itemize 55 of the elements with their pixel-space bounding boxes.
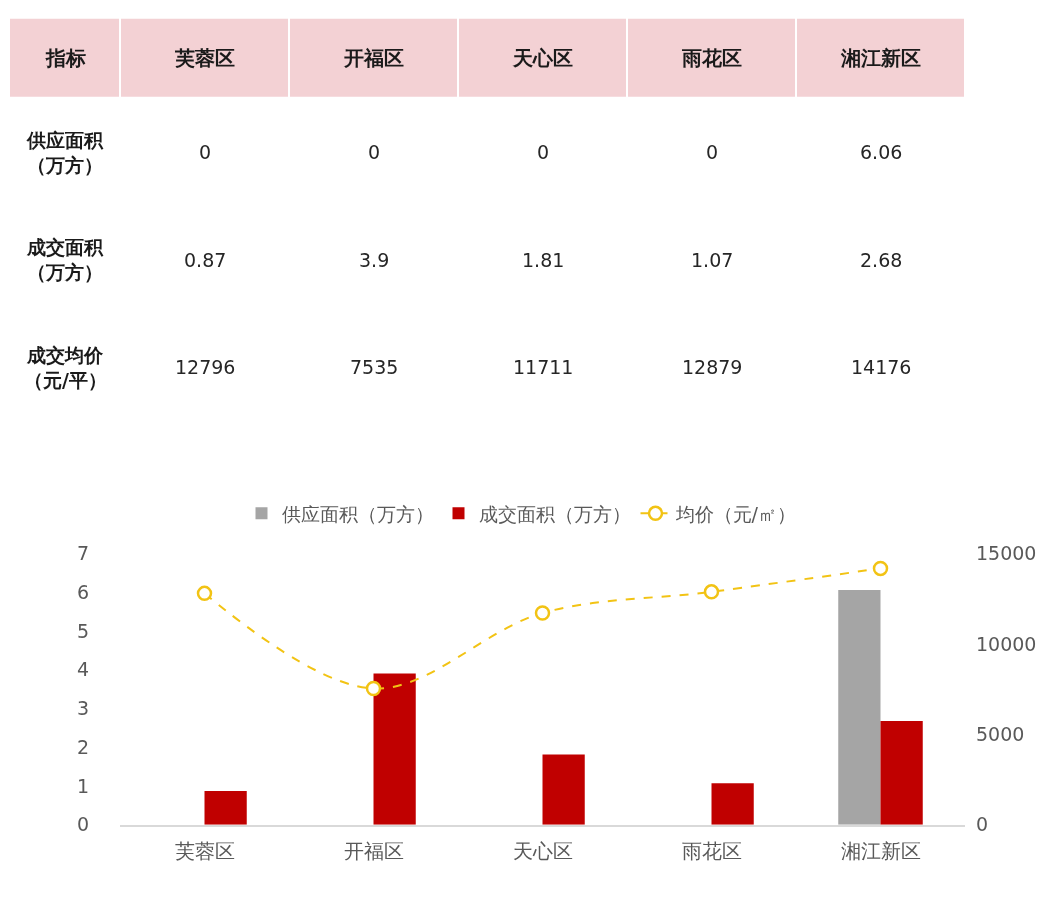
data-label: 12796 [175, 356, 236, 378]
x-tick-label: 开福区 [343, 839, 404, 864]
data-label: 0 [368, 141, 381, 163]
data-label: 2.68 [860, 249, 903, 271]
category-label: 湘江新区 [841, 46, 921, 70]
category-label: 雨花区 [682, 46, 742, 70]
point [703, 584, 720, 600]
data-label: 1.81 [522, 249, 565, 271]
legend-label: 成交面积（万方） [478, 502, 631, 525]
data-label: 3.9 [359, 249, 390, 271]
text: 指标 [45, 46, 86, 70]
y2-tick-label: 5000 [976, 722, 1025, 745]
bar [880, 720, 923, 825]
bar [711, 783, 754, 825]
x-tick-label: 天心区 [512, 839, 573, 864]
x-tick-label: 芙蓉区 [174, 839, 235, 864]
y-tick-label: 1 [76, 774, 89, 797]
data-label: 0 [706, 141, 719, 163]
bar [838, 589, 881, 825]
data-label: 0.87 [184, 249, 227, 271]
text: 成交面积（万方） [26, 236, 104, 283]
bar [204, 791, 247, 825]
text: 成交均价（元/平） [24, 344, 107, 391]
y-tick-label: 0 [76, 813, 89, 836]
y-tick-label: 5 [76, 619, 89, 642]
point [872, 560, 889, 577]
y2-tick-label: 0 [976, 813, 989, 836]
y2-tick-label: 15000 [976, 542, 1037, 565]
text: 供应面积（万方） [26, 129, 104, 176]
data-label: 7535 [350, 356, 399, 378]
y-tick-label: 3 [76, 697, 89, 720]
legend-label: 供应面积（万方） [281, 502, 434, 525]
bar [373, 673, 416, 825]
category-label: 芙蓉区 [175, 46, 235, 70]
y-tick-label: 7 [76, 542, 89, 565]
category-label: 天心区 [513, 46, 573, 70]
data-label: 6.06 [860, 141, 903, 163]
data-label: 1.07 [691, 249, 734, 271]
x-tick-label: 湘江新区 [840, 839, 921, 864]
point [196, 585, 213, 602]
legend-label: 均价（元/㎡） [674, 502, 796, 525]
category-label: 开福区 [344, 46, 404, 70]
y-tick-label: 4 [76, 658, 89, 681]
point [534, 605, 551, 621]
y2-tick-label: 10000 [976, 632, 1037, 655]
data-label: 14176 [851, 356, 912, 378]
data-label: 12879 [682, 356, 743, 378]
data-label: 0 [199, 141, 212, 163]
point [365, 680, 382, 697]
bar [542, 754, 585, 825]
data-label: 11711 [513, 356, 574, 378]
x-tick-label: 雨花区 [681, 839, 742, 864]
data-label: 0 [537, 141, 550, 163]
y-tick-label: 2 [76, 735, 89, 758]
y-tick-label: 6 [76, 580, 89, 603]
